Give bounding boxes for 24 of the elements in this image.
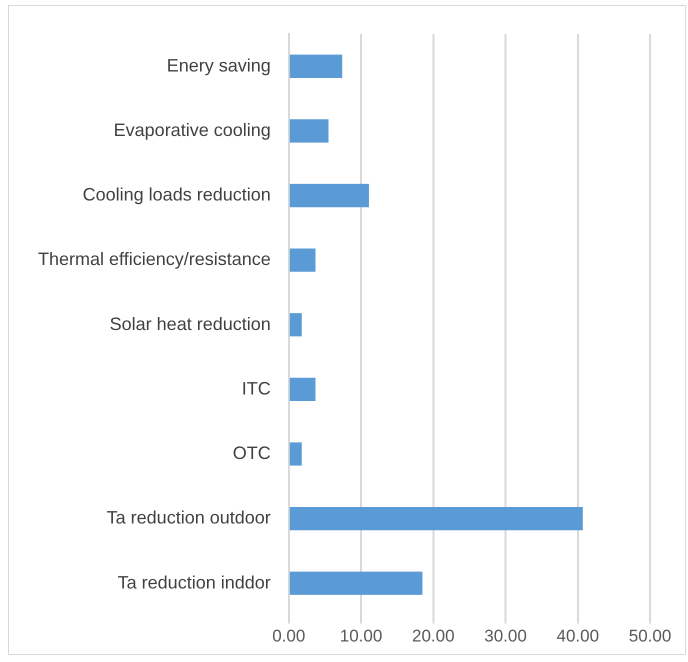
bar [290,248,316,272]
y-tick-label: OTC [232,443,271,464]
y-tick-label: Ta reduction inddor [118,572,271,592]
y-tick-label: Enery saving [166,55,271,76]
x-tick-label: 10.00 [340,626,382,646]
y-tick-label: Thermal efficiency/resistance [38,249,271,270]
bar [290,313,302,336]
bar [290,507,583,530]
x-tick-label: 50.00 [628,626,672,646]
x-tick-label: 40.00 [556,626,600,646]
x-tick-label: 0.00 [272,626,306,646]
bar [290,442,302,466]
bar [290,572,422,595]
y-tick-label: Cooling loads reduction [82,184,271,205]
bar [290,54,342,78]
y-tick-label: ITC [242,378,271,398]
bar [290,378,316,402]
bar [290,184,369,208]
bar [290,119,328,143]
y-tick-label: Ta reduction outdoor [106,508,271,528]
y-tick-label: Solar heat reduction [110,314,271,334]
x-tick-label: 30.00 [484,626,527,646]
x-tick-label: 20.00 [412,626,455,646]
y-tick-label: Evaporative cooling [114,120,271,140]
